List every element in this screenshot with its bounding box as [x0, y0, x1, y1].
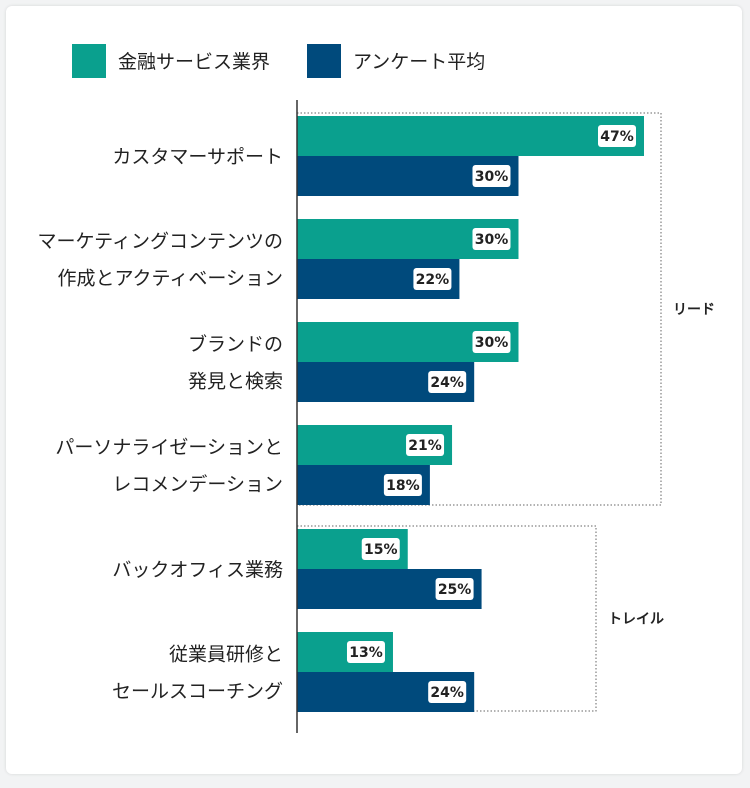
data-label-box — [472, 228, 511, 250]
data-label: 30% — [475, 232, 509, 248]
category-label: レコメンデーション — [112, 474, 283, 496]
data-label-box — [361, 538, 400, 560]
category-label: バックオフィス業務 — [112, 559, 283, 581]
legend-swatch-1 — [72, 44, 106, 78]
category-label: パーソナライゼーションと — [55, 437, 283, 459]
group-label-2: トレイル — [608, 612, 664, 628]
legend: 金融サービス業界 アンケート平均 — [72, 44, 485, 78]
category-label: 作成とアクティベーション — [57, 268, 283, 290]
data-label: 25% — [438, 582, 472, 598]
data-label: 18% — [386, 478, 420, 494]
category-label: マーケティングコンテンツの — [38, 231, 283, 253]
data-label-box — [346, 641, 385, 663]
data-label-box — [428, 681, 467, 703]
data-label: 13% — [349, 645, 383, 661]
data-label: 47% — [600, 129, 634, 145]
legend-label-2: アンケート平均 — [353, 51, 485, 73]
data-label-box — [435, 578, 474, 600]
bar-industry-1 — [297, 116, 644, 156]
category-label: 従業員研修と — [169, 644, 283, 666]
category-label: カスタマーサポート — [112, 146, 283, 168]
category-label: セールスコーチング — [112, 681, 283, 703]
data-label-box — [598, 125, 636, 147]
category-labels: カスタマーサポートマーケティングコンテンツの作成とアクティベーションブランドの発… — [38, 146, 283, 703]
data-label: 24% — [430, 685, 464, 701]
chart-card: 金融サービス業界 アンケート平均 リードトレイル 47% 30% 30% 22% 30% 2… — [6, 6, 742, 774]
data-label: 22% — [416, 272, 450, 288]
data-label: 30% — [475, 169, 509, 185]
group-label-1: リード — [673, 302, 715, 318]
data-label: 21% — [408, 438, 442, 454]
data-label-box — [472, 165, 511, 187]
data-label-box — [472, 331, 511, 353]
legend-swatch-2 — [307, 44, 341, 78]
data-label-box — [383, 474, 422, 496]
bars: 47% 30% 30% 22% 30% 24% 21% 18% 15% 25% 13% 24% — [297, 116, 644, 712]
data-label-box — [406, 434, 445, 456]
data-label: 15% — [364, 542, 398, 558]
category-label: ブランドの — [188, 333, 283, 356]
data-label-box — [413, 268, 452, 290]
data-label: 24% — [430, 375, 464, 391]
category-label: 発見と検索 — [188, 371, 283, 393]
legend-label-1: 金融サービス業界 — [118, 51, 270, 73]
data-label-box — [428, 371, 467, 393]
data-label: 30% — [475, 335, 509, 351]
